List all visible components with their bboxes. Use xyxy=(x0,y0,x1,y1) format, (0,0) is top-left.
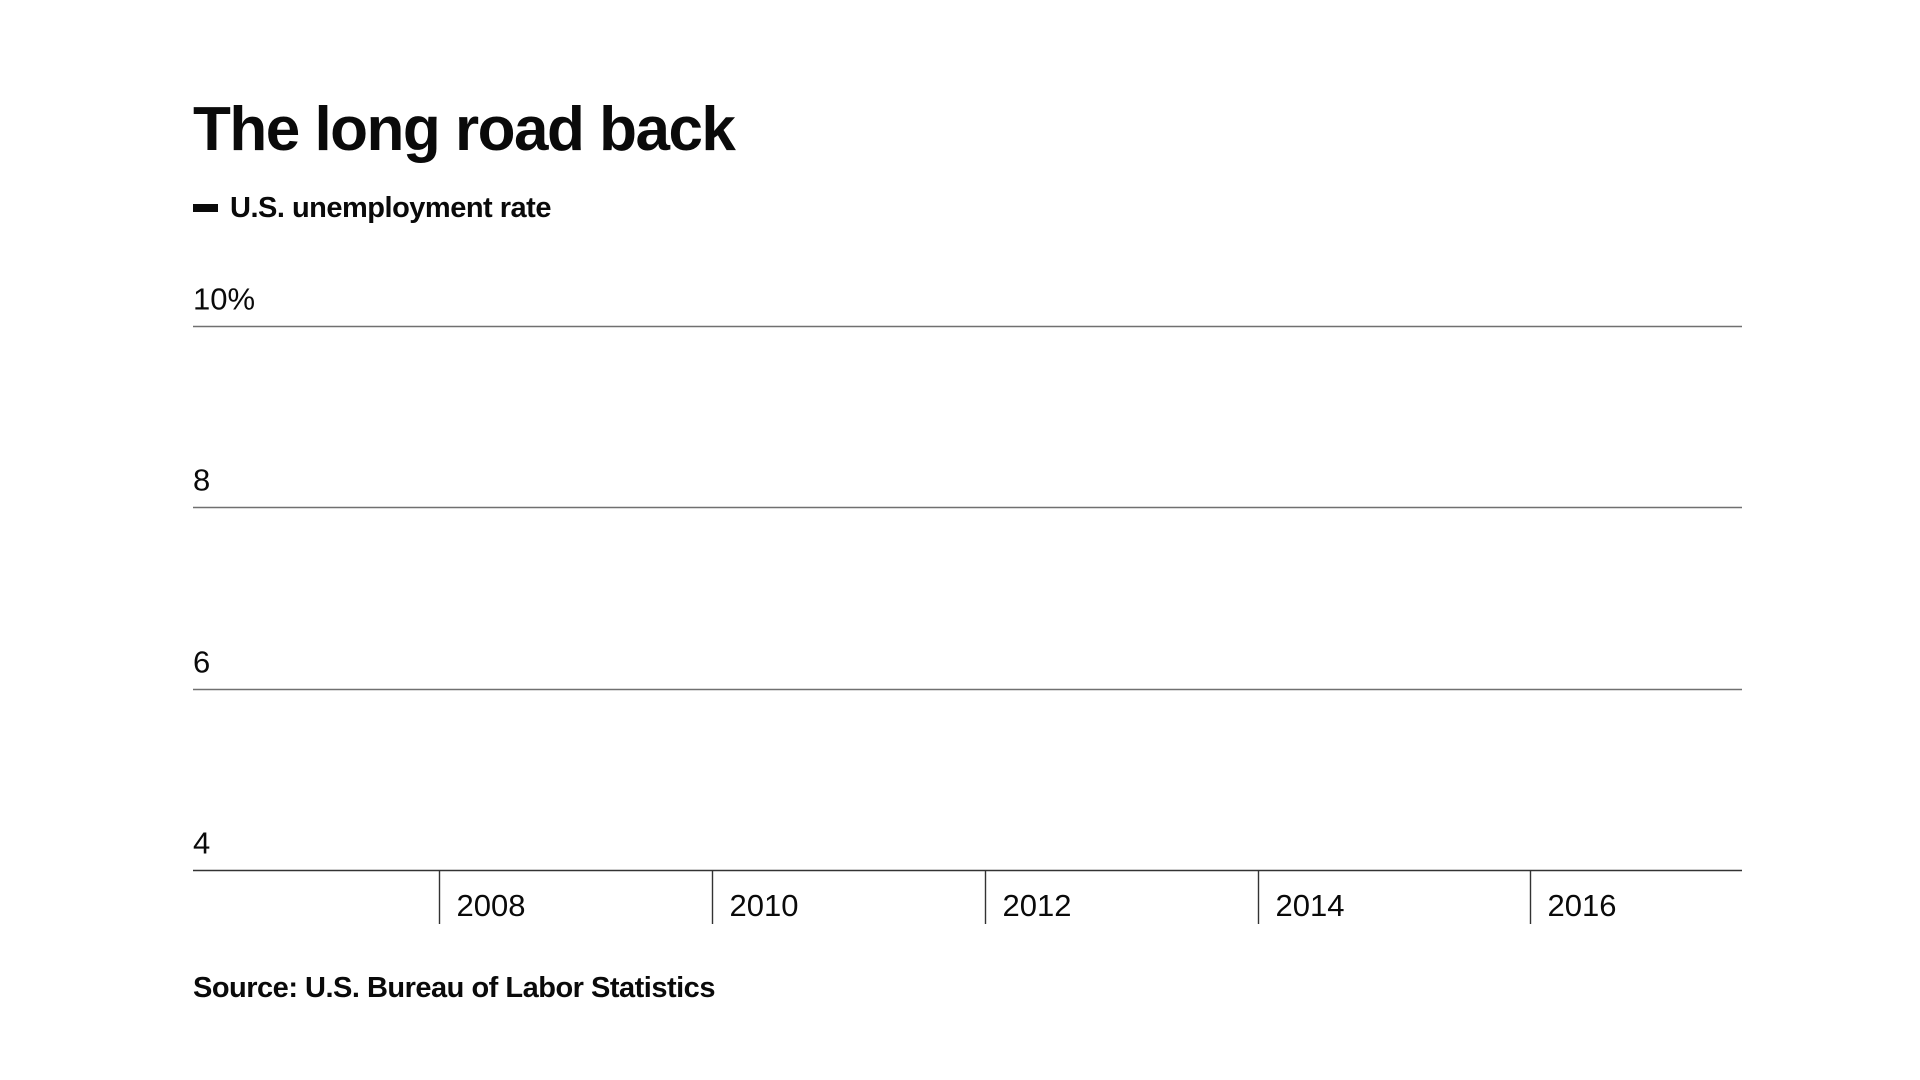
x-tick-label: 2016 xyxy=(1548,888,1617,923)
chart-title: The long road back xyxy=(193,95,736,164)
y-tick-label: 4 xyxy=(193,826,210,861)
y-tick-label: 6 xyxy=(193,645,210,680)
source-note: Source: U.S. Bureau of Labor Statistics xyxy=(193,972,715,1004)
y-tick-label: 8 xyxy=(193,463,210,498)
y-tick-label: 10% xyxy=(193,282,255,317)
legend: U.S. unemployment rate xyxy=(193,190,551,226)
x-tick-label: 2012 xyxy=(1003,888,1072,923)
legend-label: U.S. unemployment rate xyxy=(230,191,551,224)
x-tick-label: 2014 xyxy=(1276,888,1345,923)
x-tick-label: 2008 xyxy=(457,888,526,923)
x-tick-label: 2010 xyxy=(730,888,799,923)
legend-swatch xyxy=(193,204,218,212)
